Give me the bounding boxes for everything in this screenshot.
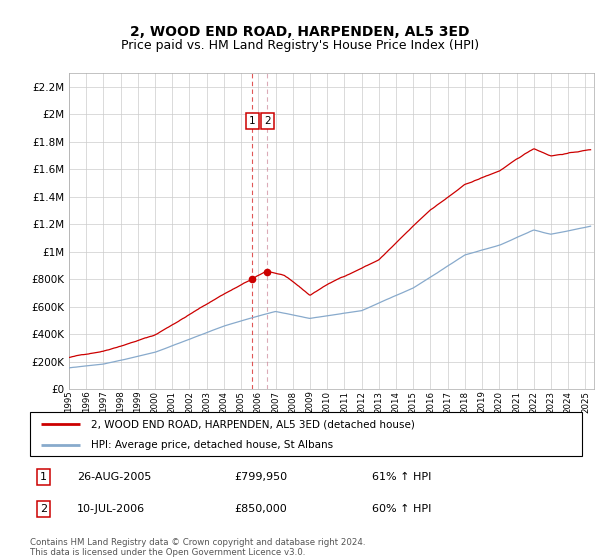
Text: Price paid vs. HM Land Registry's House Price Index (HPI): Price paid vs. HM Land Registry's House … (121, 39, 479, 52)
Text: Contains HM Land Registry data © Crown copyright and database right 2024.
This d: Contains HM Land Registry data © Crown c… (30, 538, 365, 557)
Text: 1: 1 (249, 116, 256, 126)
FancyBboxPatch shape (30, 412, 582, 456)
Text: 26-AUG-2005: 26-AUG-2005 (77, 472, 151, 482)
Text: 2: 2 (40, 504, 47, 514)
Text: 2: 2 (264, 116, 271, 126)
Text: 60% ↑ HPI: 60% ↑ HPI (372, 504, 431, 514)
Text: 2, WOOD END ROAD, HARPENDEN, AL5 3ED (detached house): 2, WOOD END ROAD, HARPENDEN, AL5 3ED (de… (91, 419, 415, 429)
Text: £850,000: £850,000 (234, 504, 287, 514)
Text: 10-JUL-2006: 10-JUL-2006 (77, 504, 145, 514)
Text: 1: 1 (40, 472, 47, 482)
Text: 2, WOOD END ROAD, HARPENDEN, AL5 3ED: 2, WOOD END ROAD, HARPENDEN, AL5 3ED (130, 25, 470, 39)
Text: £799,950: £799,950 (234, 472, 287, 482)
Text: HPI: Average price, detached house, St Albans: HPI: Average price, detached house, St A… (91, 440, 333, 450)
Text: 61% ↑ HPI: 61% ↑ HPI (372, 472, 431, 482)
